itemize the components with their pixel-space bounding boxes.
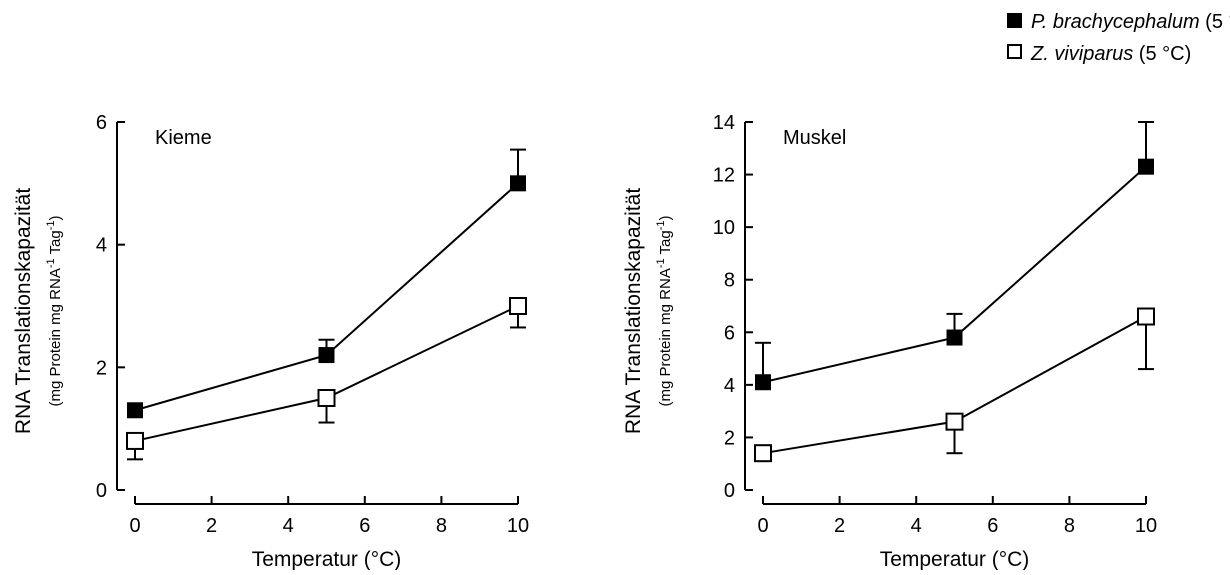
data-point-open	[317, 389, 336, 407]
y-axis-sublabel: (mg Protein mg RNA-1 Tag-1)	[655, 215, 674, 406]
x-tick-label: 6	[987, 515, 998, 537]
y-sublabel-exponent: -1	[655, 220, 667, 230]
x-tick-label: 0	[757, 515, 768, 537]
x-tick-label: 8	[1064, 515, 1075, 537]
y-sublabel-text: (mg Protein mg RNA	[47, 268, 64, 406]
y-sublabel-text: )	[657, 215, 674, 220]
data-point-open	[945, 412, 964, 431]
data-point-open	[1137, 307, 1155, 326]
legend-suffix-1: (5 °C)	[1200, 11, 1230, 33]
y-sublabel-text: (mg Protein mg RNA	[657, 268, 674, 406]
y-tick-label: 0	[724, 480, 735, 502]
y-sublabel-text: Tag	[47, 230, 64, 258]
y-tick-label: 4	[96, 235, 107, 257]
x-tick-label: 2	[206, 515, 217, 537]
y-tick-label: 2	[96, 357, 107, 379]
data-point-filled	[1138, 158, 1154, 175]
series-line	[134, 182, 519, 412]
y-sublabel-text: Tag	[657, 230, 674, 258]
x-axis-label: Temperatur (°C)	[252, 548, 402, 570]
y-tick-label: 4	[724, 375, 735, 397]
y-axis-label: RNA Translationskapazität	[12, 188, 35, 434]
y-sublabel-exponent: -1	[45, 258, 57, 268]
y-axis-label: RNA Translationskapazität	[622, 188, 645, 434]
panel-label: Muskel	[783, 127, 846, 149]
panel-label: Kieme	[155, 127, 212, 149]
x-tick-label: 2	[834, 515, 845, 537]
y-tick-label: 10	[713, 217, 735, 239]
legend-species-1: P. brachycephalum	[1031, 11, 1200, 33]
y-tick-label: 12	[713, 165, 735, 187]
data-point-open	[509, 297, 527, 315]
x-tick-label: 6	[359, 515, 370, 537]
y-axis-sublabel: (mg Protein mg RNA-1 Tag-1)	[45, 215, 64, 406]
y-tick-label: 8	[724, 270, 735, 292]
y-tick-label: 14	[713, 112, 735, 134]
data-point-filled	[318, 347, 335, 364]
x-tick-label: 10	[507, 515, 529, 537]
y-tick-label: 2	[724, 427, 735, 449]
legend-entry-1: P. brachycephalum (5 °C)	[1031, 11, 1230, 33]
data-point-filled	[510, 175, 526, 192]
data-point-filled	[127, 402, 143, 419]
chart-panel-2: 0 2 4 6 8 10 12 14 0 2 4 6 8 10 Temperatur (°C) RNA Tra…	[622, 112, 1157, 571]
x-tick-label: 10	[1135, 515, 1157, 537]
y-tick-label: 6	[724, 322, 735, 344]
y-tick-label: 6	[96, 112, 107, 134]
data-point-open	[754, 444, 772, 463]
data-point-open	[126, 431, 144, 450]
y-sublabel-exponent: -1	[655, 258, 667, 268]
series-line	[762, 165, 1147, 384]
x-tick-label: 8	[436, 515, 447, 537]
y-sublabel-text: )	[47, 215, 64, 220]
x-tick-label: 4	[911, 515, 922, 537]
legend-species-2: Z. viviparus	[1030, 43, 1133, 65]
x-axis-label: Temperatur (°C)	[880, 548, 1030, 570]
y-sublabel-exponent: -1	[45, 220, 57, 230]
legend-entry-2: Z. viviparus (5 °C)	[1030, 43, 1191, 65]
y-tick-label: 0	[96, 480, 107, 502]
legend: P. brachycephalum (5 °C) Z. viviparus (5…	[1007, 11, 1230, 65]
data-point-filled	[946, 329, 963, 346]
legend-marker-open	[1007, 44, 1022, 59]
legend-suffix-2: (5 °C)	[1133, 43, 1191, 65]
data-point-filled	[755, 374, 771, 391]
x-tick-label: 0	[129, 515, 140, 537]
x-tick-label: 4	[283, 515, 294, 537]
chart-panel-1: 0 2 4 6 0 2 4 6 8 10 Temperatur (°C) RNA Translatio…	[12, 112, 529, 571]
legend-marker-filled	[1007, 13, 1022, 28]
